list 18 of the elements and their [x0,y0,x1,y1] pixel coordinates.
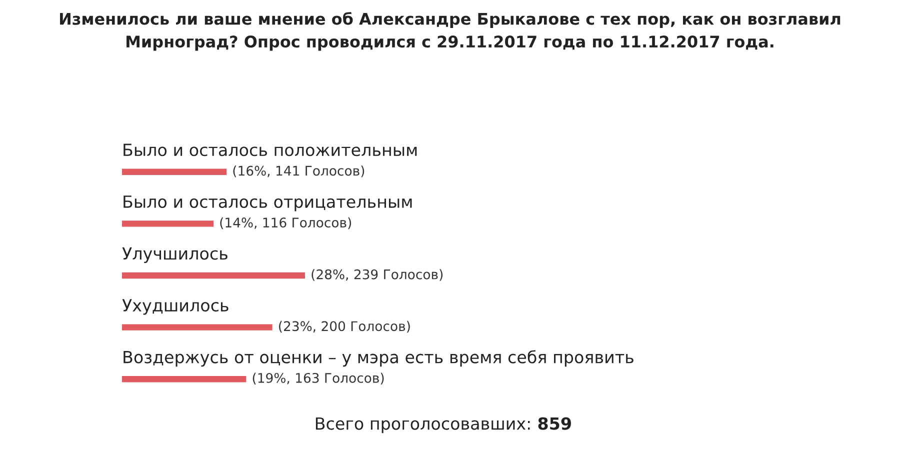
text: Изменилось ли ваше мнение об Александре Брыкалове с тех пор, как он возглавил Мирноград? Опрос проводился с 29.11.2017 года по 11.12.2017 года. [60,12,840,51]
y-tick-label: Ухудшилось [122,299,228,315]
bar [122,324,272,330]
data-label: (28%, 239 Голосов) [312,269,443,281]
y-tick-label: Улучшилось [122,247,228,263]
text: Всего проголосовавших: [316,417,530,434]
bar [122,220,214,227]
text: 859 [538,417,571,430]
bar [122,376,246,382]
bar [122,168,227,176]
data-label: (16%, 141 Голосов) [233,166,364,178]
y-tick-label: Воздержусь от оценки – у мэра есть время себя проявить [124,350,634,367]
data-label: (14%, 116 Голосов) [220,217,352,230]
data-label: (23%, 200 Голосов) [279,320,410,333]
y-tick-label: Было и осталось отрицательным [124,196,412,212]
data-label: (19%, 163 Голосов) [252,372,384,384]
bar [122,272,305,279]
y-tick-label: Было и осталось положительным [124,144,417,156]
